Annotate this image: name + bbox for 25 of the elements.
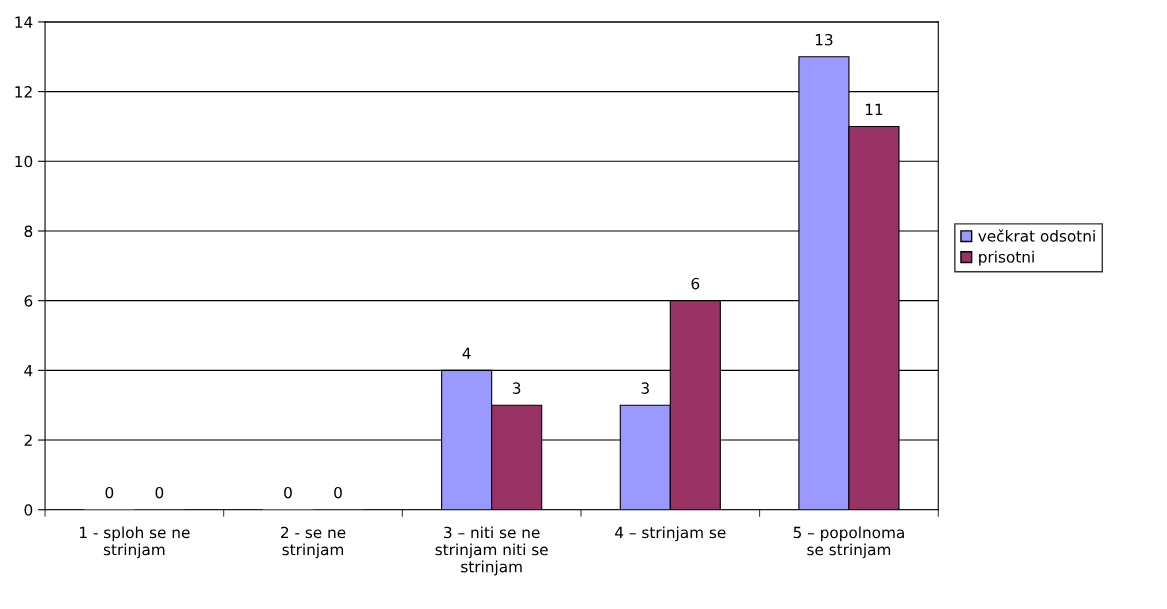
legend-label: prisotni bbox=[979, 250, 1034, 266]
data-label: 4 bbox=[462, 347, 471, 359]
y-tick-label: 10 bbox=[15, 155, 33, 168]
data-label: 0 bbox=[105, 486, 114, 499]
data-label: 13 bbox=[815, 33, 833, 46]
legend-label: večkrat odsotni bbox=[978, 229, 1095, 242]
y-tick-label: 12 bbox=[15, 86, 32, 98]
data-label: 0 bbox=[155, 486, 164, 499]
x-tick-label: 3 – niti se ne strinjam niti se strinjam bbox=[435, 526, 548, 576]
y-tick-label: 0 bbox=[24, 504, 33, 516]
y-tick-label: 14 bbox=[15, 16, 33, 28]
y-tick-label: 4 bbox=[24, 365, 33, 377]
x-tick-label: 2 - se ne strinjam bbox=[281, 526, 346, 559]
data-label: 0 bbox=[334, 486, 342, 499]
data-label: 11 bbox=[865, 103, 883, 115]
data-label: 6 bbox=[691, 277, 700, 290]
data-label: 3 bbox=[512, 382, 521, 394]
x-tick-label: 5 – popolnoma se strinjam bbox=[793, 526, 904, 559]
data-label: 0 bbox=[284, 486, 292, 499]
y-tick-label: 6 bbox=[24, 295, 33, 307]
y-tick-label: 8 bbox=[24, 225, 33, 238]
data-label: 3 bbox=[641, 382, 649, 394]
x-tick-label: 1 - sploh se ne strinjam bbox=[80, 526, 190, 559]
x-tick-label: 4 – strinjam se bbox=[615, 526, 726, 542]
y-tick-label: 2 bbox=[24, 434, 32, 446]
